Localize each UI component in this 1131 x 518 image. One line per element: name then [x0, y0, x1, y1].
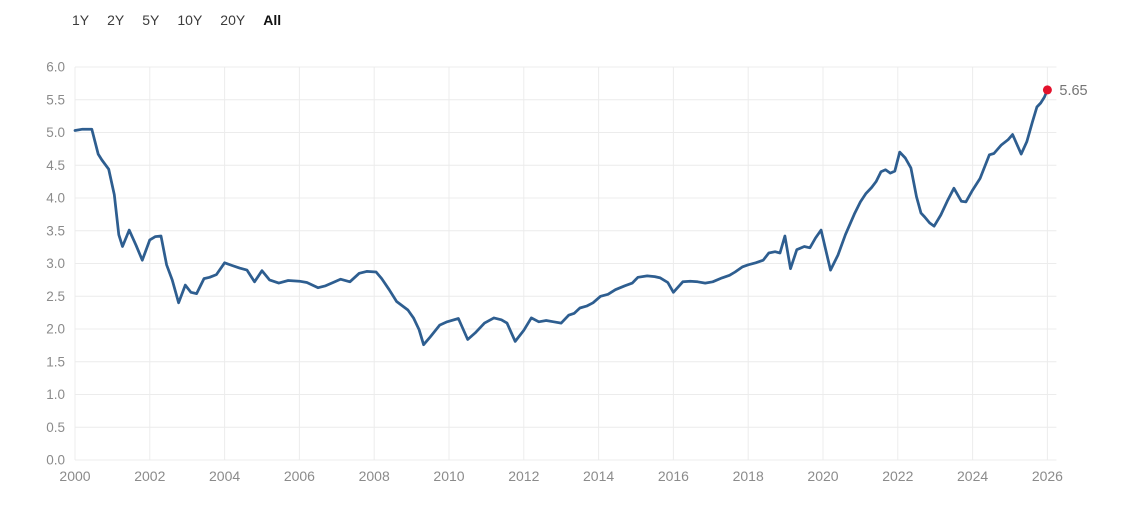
x-tick-label: 2018 [733, 468, 764, 484]
y-tick-label: 6.0 [46, 60, 65, 75]
y-tick-label: 4.0 [46, 191, 65, 206]
tab-5y[interactable]: 5Y [142, 12, 160, 28]
end-point-marker [1042, 85, 1052, 95]
x-tick-label: 2010 [433, 468, 464, 484]
x-tick-label: 2000 [59, 468, 90, 484]
y-tick-label: 3.0 [46, 256, 65, 271]
x-tick-label: 2026 [1032, 468, 1063, 484]
x-tick-label: 2016 [658, 468, 689, 484]
y-tick-label: 5.0 [46, 125, 65, 140]
tab-2y[interactable]: 2Y [107, 12, 125, 28]
y-tick-label: 0.0 [46, 453, 65, 468]
time-range-tabs: 1Y 2Y 5Y 10Y 20Y All [72, 12, 281, 29]
tab-all[interactable]: All [263, 12, 282, 28]
y-tick-label: 3.5 [46, 223, 65, 238]
tab-1y[interactable]: 1Y [72, 12, 90, 28]
y-tick-label: 4.5 [46, 158, 65, 173]
x-tick-label: 2004 [209, 468, 240, 484]
y-tick-label: 0.5 [46, 420, 65, 435]
x-tick-label: 2022 [882, 468, 913, 484]
x-tick-label: 2006 [284, 468, 315, 484]
y-tick-label: 5.5 [46, 92, 65, 107]
x-tick-label: 2002 [134, 468, 165, 484]
y-tick-label: 1.0 [46, 387, 65, 402]
tab-20y[interactable]: 20Y [220, 12, 246, 28]
x-tick-label: 2014 [583, 468, 614, 484]
tab-10y[interactable]: 10Y [177, 12, 203, 28]
y-tick-label: 2.5 [46, 289, 65, 304]
x-tick-label: 2008 [359, 468, 390, 484]
y-tick-label: 1.5 [46, 354, 65, 369]
x-tick-label: 2024 [957, 468, 988, 484]
series-line [73, 88, 1049, 347]
x-tick-label: 2012 [508, 468, 539, 484]
y-tick-label: 2.0 [46, 322, 65, 337]
x-tick-label: 2020 [807, 468, 838, 484]
end-point-label: 5.65 [1059, 83, 1087, 99]
